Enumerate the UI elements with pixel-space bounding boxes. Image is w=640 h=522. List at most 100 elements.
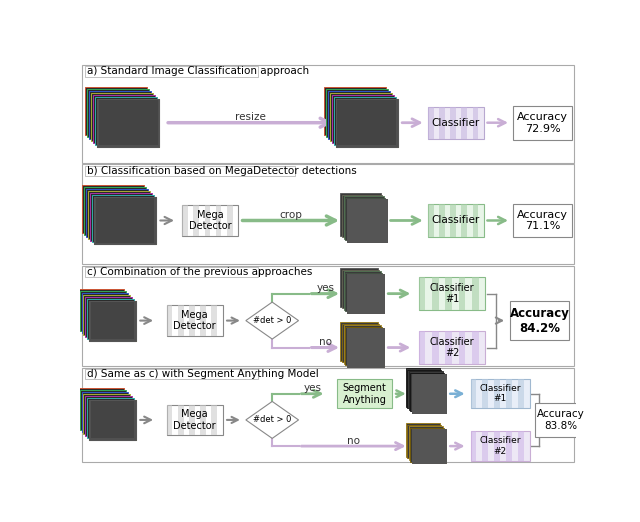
Text: Accuracy
83.8%: Accuracy 83.8% (538, 409, 585, 431)
Text: b) Classification based on MegaDetector detections: b) Classification based on MegaDetector … (87, 166, 356, 176)
Text: Accuracy
72.9%: Accuracy 72.9% (517, 112, 568, 134)
FancyBboxPatch shape (347, 328, 384, 367)
Text: Segment
Anything: Segment Anything (342, 383, 387, 405)
FancyBboxPatch shape (410, 428, 444, 461)
Bar (451, 106, 456, 139)
FancyBboxPatch shape (95, 198, 154, 243)
FancyBboxPatch shape (408, 372, 443, 410)
FancyBboxPatch shape (91, 401, 134, 438)
Text: a) Standard Image Classification approach: a) Standard Image Classification approac… (87, 66, 309, 77)
Bar (445, 331, 452, 364)
Bar (182, 205, 188, 236)
Bar (419, 278, 426, 310)
Bar (461, 204, 467, 236)
FancyBboxPatch shape (84, 369, 258, 379)
FancyBboxPatch shape (412, 374, 446, 413)
FancyBboxPatch shape (419, 331, 485, 364)
Bar (483, 432, 488, 461)
FancyBboxPatch shape (342, 324, 379, 362)
Text: Accuracy
84.2%: Accuracy 84.2% (509, 306, 570, 335)
Bar (227, 205, 232, 236)
FancyBboxPatch shape (88, 299, 134, 339)
FancyBboxPatch shape (406, 423, 440, 457)
FancyBboxPatch shape (407, 370, 441, 408)
Bar (200, 405, 206, 435)
Bar (428, 204, 433, 236)
FancyBboxPatch shape (95, 97, 157, 145)
FancyBboxPatch shape (84, 187, 147, 235)
FancyBboxPatch shape (345, 327, 382, 365)
Bar (189, 405, 195, 435)
FancyBboxPatch shape (347, 199, 387, 242)
Text: no: no (319, 337, 332, 347)
Bar (472, 331, 479, 364)
Bar (193, 205, 199, 236)
FancyBboxPatch shape (99, 100, 157, 145)
Text: resize: resize (235, 112, 266, 122)
Text: Mega
Detector: Mega Detector (173, 409, 216, 431)
Bar (470, 432, 477, 461)
Text: #det > 0: #det > 0 (253, 316, 291, 325)
FancyBboxPatch shape (90, 193, 152, 241)
FancyBboxPatch shape (412, 429, 446, 463)
FancyBboxPatch shape (330, 93, 392, 141)
FancyBboxPatch shape (344, 196, 384, 239)
Bar (178, 405, 184, 435)
FancyBboxPatch shape (90, 400, 136, 440)
FancyBboxPatch shape (410, 373, 444, 411)
FancyBboxPatch shape (90, 301, 136, 341)
Bar (216, 205, 221, 236)
Bar (432, 278, 438, 310)
Bar (461, 106, 467, 139)
FancyBboxPatch shape (90, 91, 151, 139)
FancyBboxPatch shape (85, 296, 132, 337)
Text: Accuracy
71.1%: Accuracy 71.1% (517, 210, 568, 231)
FancyBboxPatch shape (510, 301, 569, 340)
FancyBboxPatch shape (85, 396, 132, 436)
FancyBboxPatch shape (79, 390, 126, 430)
FancyBboxPatch shape (88, 89, 149, 137)
Bar (472, 106, 478, 139)
FancyBboxPatch shape (470, 432, 529, 461)
FancyBboxPatch shape (340, 193, 381, 235)
Bar (506, 432, 512, 461)
FancyBboxPatch shape (428, 106, 484, 139)
FancyBboxPatch shape (94, 197, 156, 244)
FancyBboxPatch shape (83, 394, 130, 434)
FancyBboxPatch shape (79, 291, 126, 331)
FancyBboxPatch shape (167, 405, 223, 435)
Bar (451, 204, 456, 236)
FancyBboxPatch shape (83, 164, 573, 264)
Bar (200, 305, 206, 336)
FancyBboxPatch shape (88, 398, 134, 438)
Text: Mega
Detector: Mega Detector (173, 310, 216, 331)
FancyBboxPatch shape (90, 301, 136, 341)
Bar (167, 405, 172, 435)
FancyBboxPatch shape (92, 195, 154, 242)
Text: #det > 0: #det > 0 (253, 416, 291, 424)
Text: Classifier
#1: Classifier #1 (429, 283, 474, 304)
FancyBboxPatch shape (412, 374, 446, 413)
FancyBboxPatch shape (81, 392, 128, 432)
FancyBboxPatch shape (340, 322, 378, 361)
FancyBboxPatch shape (86, 189, 148, 236)
Bar (518, 432, 524, 461)
Text: crop: crop (280, 210, 302, 220)
FancyBboxPatch shape (324, 87, 386, 135)
FancyBboxPatch shape (336, 99, 397, 147)
FancyBboxPatch shape (347, 275, 384, 313)
Text: yes: yes (303, 383, 321, 394)
FancyBboxPatch shape (535, 403, 588, 437)
Bar (439, 204, 445, 236)
Bar (428, 106, 433, 139)
Text: d) Same as c) with Segment Anything Model: d) Same as c) with Segment Anything Mode… (87, 369, 319, 379)
FancyBboxPatch shape (77, 388, 124, 429)
FancyBboxPatch shape (84, 66, 258, 77)
FancyBboxPatch shape (347, 275, 384, 313)
FancyBboxPatch shape (93, 95, 155, 143)
FancyBboxPatch shape (92, 93, 153, 141)
Bar (472, 278, 479, 310)
Bar (459, 331, 465, 364)
FancyBboxPatch shape (337, 100, 396, 145)
Polygon shape (246, 401, 298, 438)
